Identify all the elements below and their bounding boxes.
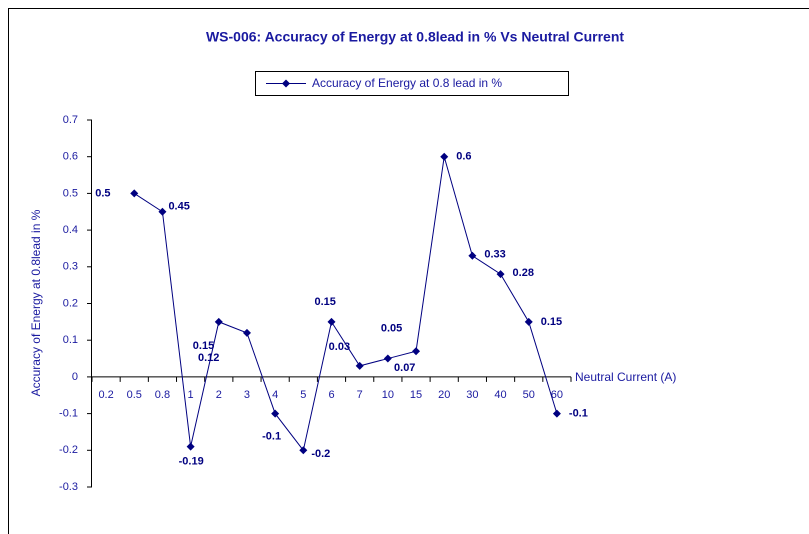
y-tick-label: 0.7 (63, 114, 78, 126)
chart-border (8, 8, 809, 534)
data-label: 0.15 (193, 340, 214, 352)
data-label: -0.2 (311, 448, 330, 460)
x-tick-label: 6 (328, 389, 334, 401)
x-tick-label: 2 (216, 389, 222, 401)
legend-box (255, 71, 569, 96)
point (242, 328, 251, 337)
y-tick-label: -0.2 (59, 444, 78, 456)
x-tick-label: 50 (523, 389, 535, 401)
data-label: 0.05 (381, 322, 402, 334)
x-tick-label: 20 (438, 389, 450, 401)
x-tick-label: 7 (357, 389, 363, 401)
point (524, 317, 533, 326)
point (158, 207, 167, 216)
x-tick-label: 4 (272, 389, 278, 401)
point (440, 152, 449, 161)
x-tick-label: 15 (410, 389, 422, 401)
x-tick-label: 1 (188, 389, 194, 401)
x-tick-label: 60 (551, 389, 563, 401)
data-label: -0.1 (262, 431, 281, 443)
x-tick-label: 40 (494, 389, 506, 401)
chart-title: WS-006: Accuracy of Energy at 0.8lead in… (206, 29, 624, 45)
point (552, 409, 561, 418)
data-label: 0.5 (95, 187, 110, 199)
y-tick-label: 0.5 (63, 187, 78, 199)
y-tick-label: -0.3 (59, 481, 78, 493)
y-tick-label: 0.6 (63, 151, 78, 163)
data-label: -0.19 (179, 456, 204, 468)
y-axis-title: Accuracy of Energy at 0.8lead in % (29, 209, 43, 396)
data-label: 0.6 (456, 151, 471, 163)
y-tick-label: 0.2 (63, 297, 78, 309)
x-tick-label: 0.8 (155, 389, 170, 401)
x-tick-label: 0.2 (98, 389, 113, 401)
point (412, 347, 421, 356)
point (355, 361, 364, 370)
data-label: 0.15 (315, 296, 336, 308)
data-label: 0.07 (394, 362, 415, 374)
point (496, 270, 505, 279)
y-tick-label: 0 (72, 371, 78, 383)
x-axis-title: Neutral Current (A) (575, 370, 676, 384)
data-label: 0.45 (168, 201, 189, 213)
data-label: 0.28 (513, 267, 534, 279)
point (468, 251, 477, 260)
x-tick-label: 30 (466, 389, 478, 401)
point (130, 189, 139, 198)
data-label: 0.03 (329, 341, 350, 353)
x-tick-label: 10 (382, 389, 394, 401)
point (186, 442, 195, 451)
y-tick-label: -0.1 (59, 408, 78, 420)
point (327, 317, 336, 326)
data-label: 0.33 (484, 249, 505, 261)
y-tick-label: 0.4 (63, 224, 78, 236)
data-label: 0.15 (541, 316, 562, 328)
point (299, 446, 308, 455)
x-tick-label: 3 (244, 389, 250, 401)
legend-label: Accuracy of Energy at 0.8 lead in % (312, 76, 502, 90)
point (271, 409, 280, 418)
data-label: 0.12 (198, 352, 219, 364)
series-line (133, 156, 558, 452)
point (214, 317, 223, 326)
point (383, 354, 392, 363)
y-tick-label: 0.1 (63, 334, 78, 346)
y-tick-label: 0.3 (63, 261, 78, 273)
x-tick-label: 5 (300, 389, 306, 401)
data-label: -0.1 (569, 408, 588, 420)
legend-marker (282, 79, 290, 88)
x-tick-label: 0.5 (127, 389, 142, 401)
